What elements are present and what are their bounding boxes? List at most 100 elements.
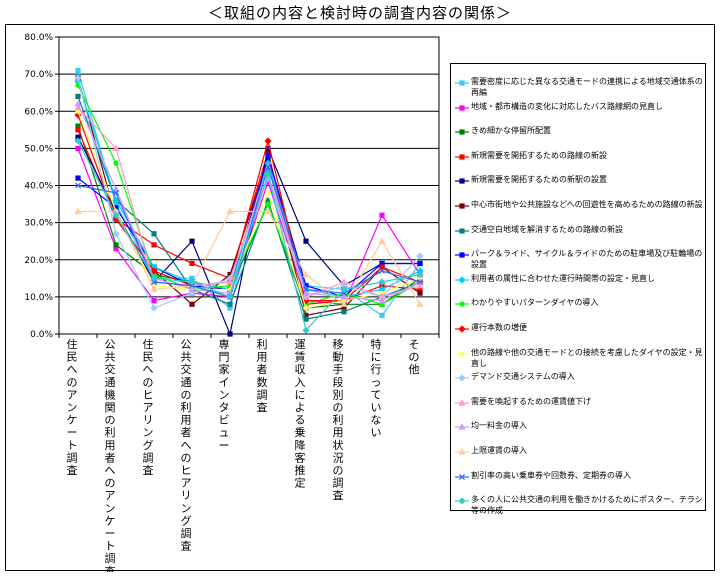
legend-swatch	[455, 227, 469, 234]
data-point	[112, 144, 120, 151]
data-point	[265, 156, 271, 163]
data-point	[226, 289, 234, 296]
y-tick-label: 50.0%	[24, 144, 53, 154]
data-point	[458, 325, 466, 333]
data-point	[459, 350, 465, 357]
data-point	[150, 304, 158, 312]
legend-swatch	[455, 374, 469, 382]
data-point	[458, 374, 466, 382]
data-point	[416, 282, 424, 289]
data-point	[417, 286, 423, 293]
data-point	[303, 312, 309, 319]
series-16	[74, 207, 424, 307]
data-point	[188, 289, 196, 297]
legend-label: 運行本数の増便	[471, 323, 527, 332]
x-tick-label: その他	[409, 338, 420, 376]
data-point	[189, 238, 195, 244]
y-tick-label: 0.0%	[30, 330, 53, 340]
legend-swatch	[455, 129, 469, 135]
data-point	[303, 283, 309, 289]
legend-swatch	[455, 448, 469, 455]
data-point	[150, 263, 158, 271]
data-point	[151, 231, 157, 237]
data-point	[264, 163, 272, 170]
data-point	[417, 260, 423, 267]
data-point	[417, 290, 423, 296]
legend-label: 他の路線や他の交通モードとの接続を考慮したダイヤの設定・見直し	[471, 347, 703, 368]
legend-label: 新規需要を開拓するための新駅の設置	[471, 175, 607, 185]
legend-label: 中心市街地や公共施設などへの回遊性を高めるための路線の新設	[471, 200, 703, 209]
plot-area: 0.0% 10.0% 20.0% 30.0% 40.0% 50.0% 60.0% 70.0% 8…	[24, 33, 440, 572]
legend-swatch	[455, 276, 469, 284]
data-point	[74, 207, 82, 215]
data-point	[340, 293, 348, 300]
data-point	[459, 80, 465, 86]
data-point	[189, 260, 195, 267]
legend-swatch	[455, 178, 469, 184]
legend-label: わかりやすいパターンダイヤの導入	[471, 298, 599, 308]
legend-label: 地域・都市構造の変化に対応したバス路線網の見直し	[471, 101, 663, 111]
data-point	[265, 145, 271, 151]
x-tick-label: 公共交通機関の利用者へのアンケート調査	[105, 338, 116, 572]
data-point	[378, 267, 386, 274]
x-tick-label: 専門家インタビュー	[219, 338, 230, 452]
data-point	[75, 134, 81, 140]
x-tick-label: 住民へのヒアリング調査	[143, 337, 154, 477]
data-point	[264, 137, 272, 145]
x-tick-label: 移動手段別の利用状況の調査	[333, 338, 344, 502]
data-point	[459, 301, 465, 307]
data-point	[74, 137, 82, 145]
legend-swatch	[455, 301, 469, 307]
data-point	[151, 242, 157, 248]
legend-label: 均一料金の導入	[471, 421, 527, 431]
data-point	[341, 305, 347, 311]
data-point	[379, 290, 385, 296]
y-tick-label: 30.0%	[24, 219, 53, 229]
data-point	[340, 285, 348, 294]
data-point	[188, 278, 196, 286]
data-point	[75, 175, 81, 181]
data-point	[378, 237, 386, 244]
legend-label: パーク＆ライド、サイクル＆ライドのための駐車場及び駐輪場の設置	[471, 249, 703, 270]
data-point	[459, 178, 465, 184]
data-point	[112, 211, 120, 219]
data-point	[113, 201, 119, 207]
legend-label: 多くの人に公共交通の利用を働きかけるためにポスター、チラシ等の作成	[471, 495, 703, 516]
data-point	[265, 190, 271, 196]
legend-swatch	[455, 497, 469, 505]
data-point	[227, 331, 233, 337]
data-point	[112, 196, 120, 204]
series-line	[77, 77, 421, 309]
data-point	[302, 289, 310, 296]
data-point	[264, 170, 272, 178]
data-point	[75, 67, 81, 74]
legend-label: 交通空白地域を解消するための路線の新設	[471, 224, 623, 234]
data-point	[75, 93, 81, 99]
data-point	[459, 252, 465, 258]
data-point	[113, 205, 119, 211]
data-point	[150, 285, 158, 293]
data-point	[416, 279, 424, 286]
data-point	[378, 296, 386, 304]
legend-swatch	[455, 80, 469, 86]
y-tick-label: 70.0%	[24, 70, 53, 80]
legend-label: デマンド交通システムの導入	[471, 372, 575, 382]
legend-label: 需要を喚起するための運賃値下げ	[471, 396, 591, 406]
legend-swatch	[455, 203, 469, 209]
y-tick-label: 20.0%	[24, 256, 53, 266]
series-line	[77, 164, 421, 298]
data-point	[189, 275, 195, 281]
data-point	[458, 473, 466, 480]
data-point	[302, 271, 310, 278]
data-point	[265, 153, 271, 159]
data-point	[74, 182, 82, 189]
data-point	[458, 448, 466, 455]
data-point	[302, 286, 310, 293]
legend-swatch	[455, 350, 469, 357]
data-point	[74, 77, 82, 86]
legend-label: きめ細かな停留所配置	[471, 126, 551, 136]
data-point	[264, 207, 272, 215]
data-point	[459, 104, 465, 111]
data-point	[227, 305, 233, 311]
data-point	[75, 145, 81, 151]
